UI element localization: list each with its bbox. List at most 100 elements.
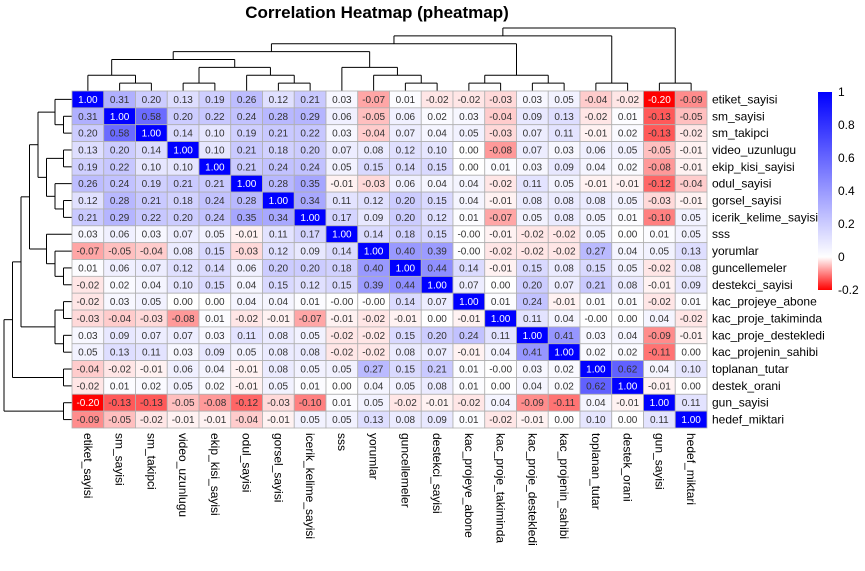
- cell-value-label: 0.05: [332, 365, 352, 376]
- cell-value-label: -0.02: [553, 230, 576, 241]
- column-label: ekip_kisi_sayisi: [208, 433, 222, 516]
- cell-value-label: -0.00: [584, 314, 607, 325]
- cell-value-label: -0.00: [362, 297, 385, 308]
- cell-value-label: 0.21: [300, 95, 320, 106]
- cell-value-label: 0.01: [650, 230, 670, 241]
- cell-value-label: 0.04: [618, 331, 638, 342]
- cell-value-label: 0.01: [586, 297, 606, 308]
- cell-value-label: 0.15: [427, 162, 447, 173]
- cell-value-label: 0.09: [523, 112, 543, 123]
- cell-value-label: 0.05: [142, 297, 162, 308]
- heatmap-cell: [674, 410, 708, 429]
- cell-value-label: 0.15: [332, 280, 352, 291]
- cell-value-label: 0.02: [427, 112, 447, 123]
- column-label: gun_sayisi: [652, 433, 666, 490]
- cell-value-label: 0.11: [555, 129, 574, 140]
- cell-value-label: -0.01: [680, 331, 703, 342]
- cell-value-label: 0.10: [586, 415, 606, 426]
- cell-value-label: 0.07: [554, 280, 574, 291]
- cell-value-label: 0.19: [142, 179, 162, 190]
- cell-value-label: 0.20: [396, 196, 416, 207]
- cell-value-label: 0.11: [142, 348, 161, 359]
- cell-value-label: 0.05: [618, 263, 638, 274]
- cell-value-label: 0.20: [523, 280, 543, 291]
- cell-value-label: -0.02: [108, 365, 131, 376]
- cell-value-label: 0.01: [78, 263, 98, 274]
- cell-value-label: 0.01: [300, 381, 320, 392]
- cell-value-label: 0.21: [142, 196, 162, 207]
- cell-value-label: 0.15: [427, 196, 447, 207]
- cell-value-label: 0.08: [396, 348, 416, 359]
- cell-value-label: 0.12: [269, 247, 289, 258]
- cell-value-label: -0.01: [521, 415, 544, 426]
- cell-value-label: 0.01: [491, 162, 511, 173]
- cell-value-label: 0.05: [459, 129, 479, 140]
- cell-value-label: 0.14: [396, 162, 416, 173]
- cell-value-label: -0.13: [108, 398, 131, 409]
- column-label: sss: [335, 433, 349, 451]
- cell-value-label: 0.10: [681, 365, 701, 376]
- cell-value-label: 0.05: [618, 196, 638, 207]
- cell-value-label: -0.01: [489, 263, 512, 274]
- row-label: guncellemeler: [712, 261, 787, 275]
- column-label: odul_sayisi: [240, 433, 254, 492]
- cell-value-label: -0.05: [648, 145, 671, 156]
- cell-value-label: -0.07: [76, 247, 99, 258]
- cell-value-label: -0.02: [76, 280, 99, 291]
- cell-value-label: 0.22: [110, 162, 130, 173]
- cell-value-label: -0.20: [648, 95, 671, 106]
- cell-value-label: 0.24: [110, 179, 130, 190]
- cell-value-label: 0.11: [491, 331, 510, 342]
- cell-value-label: -0.02: [521, 247, 544, 258]
- cell-value-label: 0.04: [491, 348, 511, 359]
- cell-value-label: 1.00: [681, 415, 701, 426]
- cell-value-label: 0.05: [554, 95, 574, 106]
- cell-value-label: -0.01: [172, 415, 195, 426]
- cell-value-label: 0.05: [300, 415, 320, 426]
- cell-value-label: -0.02: [140, 415, 163, 426]
- cell-value-label: 0.06: [237, 263, 257, 274]
- cell-value-label: -0.02: [680, 314, 703, 325]
- cell-value-label: 0.06: [110, 230, 130, 241]
- cell-value-label: 1.00: [586, 365, 606, 376]
- cell-value-label: 0.13: [554, 112, 574, 123]
- cell-value-label: -0.01: [648, 280, 671, 291]
- cell-value-label: -0.07: [299, 314, 322, 325]
- cell-value-label: 0.18: [332, 263, 352, 274]
- cell-value-label: 0.13: [173, 95, 193, 106]
- cell-value-label: 0.02: [205, 381, 225, 392]
- cell-value-label: 0.13: [681, 247, 701, 258]
- cell-value-label: -0.02: [235, 314, 258, 325]
- cell-value-label: 0.15: [269, 280, 289, 291]
- column-label: kac_projenin_sahibi: [557, 433, 571, 539]
- cell-value-label: 0.07: [173, 331, 193, 342]
- cell-value-label: 0.08: [300, 348, 320, 359]
- cell-value-label: 0.00: [205, 297, 225, 308]
- row-label: sm_takipci: [712, 126, 769, 140]
- cell-value-label: 0.21: [237, 162, 257, 173]
- cell-value-label: 0.27: [586, 247, 606, 258]
- cell-value-label: 0.26: [78, 179, 98, 190]
- cell-value-label: 0.04: [459, 196, 479, 207]
- cell-value-label: 0.02: [618, 129, 638, 140]
- cell-value-label: -0.05: [172, 398, 195, 409]
- cell-value-label: -0.02: [426, 95, 449, 106]
- cell-value-label: -0.04: [489, 112, 512, 123]
- column-label: destekci_sayisi: [430, 433, 444, 514]
- row-label: kac_projenin_sahibi: [712, 345, 818, 359]
- cell-value-label: 0.21: [205, 179, 225, 190]
- legend-tick-label: 0.4: [838, 184, 855, 198]
- row-label: kac_proje_takiminda: [712, 311, 822, 325]
- cell-value-label: 0.18: [396, 230, 416, 241]
- cell-value-label: 0.12: [269, 95, 289, 106]
- cell-value-label: 0.03: [523, 95, 543, 106]
- cell-value-label: 0.24: [205, 213, 225, 224]
- cell-value-label: 0.01: [459, 365, 479, 376]
- cell-value-label: 1.00: [269, 196, 289, 207]
- row-label: kac_proje_destekledi: [712, 328, 825, 342]
- cell-value-label: 0.05: [237, 348, 257, 359]
- cell-value-label: -0.01: [680, 145, 703, 156]
- cell-value-label: -0.04: [362, 129, 385, 140]
- row-label: sm_sayisi: [712, 109, 765, 123]
- cell-value-label: 0.08: [554, 263, 574, 274]
